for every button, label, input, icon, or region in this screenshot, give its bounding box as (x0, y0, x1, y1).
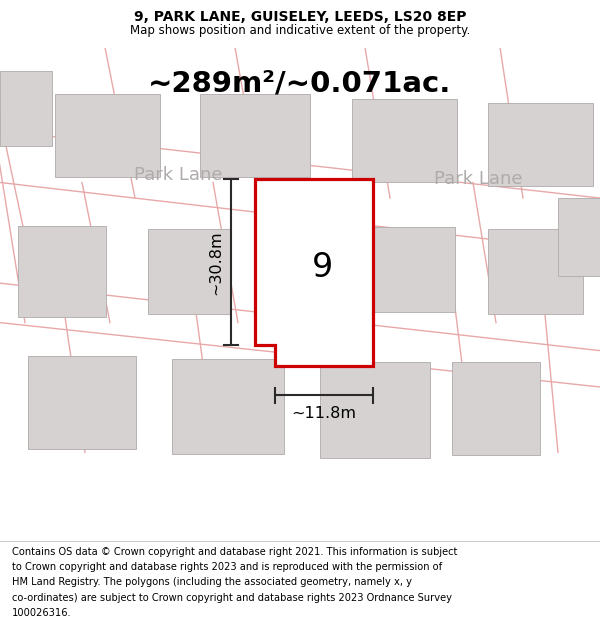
Bar (320, 362, 430, 458)
Bar (352, 99, 457, 182)
Text: ~30.8m: ~30.8m (209, 230, 223, 295)
Text: to Crown copyright and database rights 2023 and is reproduced with the permissio: to Crown copyright and database rights 2… (12, 562, 442, 572)
Text: Contains OS data © Crown copyright and database right 2021. This information is : Contains OS data © Crown copyright and d… (12, 546, 457, 556)
Bar (148, 229, 230, 314)
Bar (18, 226, 106, 318)
Text: HM Land Registry. The polygons (including the associated geometry, namely x, y: HM Land Registry. The polygons (includin… (12, 578, 412, 587)
Text: ~289m²/~0.071ac.: ~289m²/~0.071ac. (148, 70, 452, 98)
Bar (200, 94, 310, 178)
Text: Map shows position and indicative extent of the property.: Map shows position and indicative extent… (130, 24, 470, 37)
Text: 100026316.: 100026316. (12, 608, 71, 618)
Bar (28, 356, 136, 449)
Text: ~11.8m: ~11.8m (292, 406, 356, 421)
Text: 9, PARK LANE, GUISELEY, LEEDS, LS20 8EP: 9, PARK LANE, GUISELEY, LEEDS, LS20 8EP (134, 11, 466, 24)
Bar (0, 71, 52, 146)
Bar (55, 94, 160, 178)
Text: Park Lane: Park Lane (434, 171, 522, 188)
Text: 9: 9 (311, 251, 332, 284)
Text: co-ordinates) are subject to Crown copyright and database rights 2023 Ordnance S: co-ordinates) are subject to Crown copyr… (12, 593, 452, 603)
Text: Park Lane: Park Lane (134, 166, 222, 184)
Bar (558, 198, 600, 276)
Bar (488, 229, 583, 314)
Bar (452, 362, 540, 456)
Bar (360, 227, 455, 312)
Bar (172, 359, 284, 454)
Polygon shape (255, 179, 373, 366)
Bar (488, 102, 593, 186)
